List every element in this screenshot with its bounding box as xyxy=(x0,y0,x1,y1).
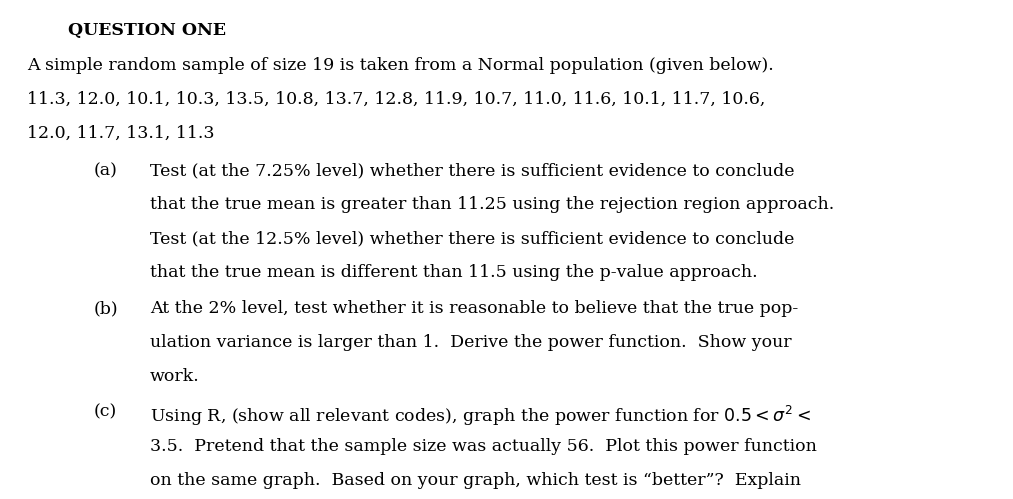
Text: Test (at the 7.25% level) whether there is sufficient evidence to conclude: Test (at the 7.25% level) whether there … xyxy=(150,162,794,179)
Text: 3.5.  Pretend that the sample size was actually 56.  Plot this power function: 3.5. Pretend that the sample size was ac… xyxy=(150,438,816,455)
Text: ulation variance is larger than 1.  Derive the power function.  Show your: ulation variance is larger than 1. Deriv… xyxy=(150,334,791,351)
Text: (c): (c) xyxy=(93,404,116,421)
Text: Using R, (show all relevant codes), graph the power function for $0.5 < \sigma^2: Using R, (show all relevant codes), grap… xyxy=(150,404,810,428)
Text: on the same graph.  Based on your graph, which test is “better”?  Explain: on the same graph. Based on your graph, … xyxy=(150,472,801,489)
Text: that the true mean is greater than 11.25 using the rejection region approach.: that the true mean is greater than 11.25… xyxy=(150,196,834,213)
Text: Test (at the 12.5% level) whether there is sufficient evidence to conclude: Test (at the 12.5% level) whether there … xyxy=(150,230,794,247)
Text: that the true mean is different than 11.5 using the p-value approach.: that the true mean is different than 11.… xyxy=(150,264,758,281)
Text: 12.0, 11.7, 13.1, 11.3: 12.0, 11.7, 13.1, 11.3 xyxy=(27,125,215,142)
Text: 11.3, 12.0, 10.1, 10.3, 13.5, 10.8, 13.7, 12.8, 11.9, 10.7, 11.0, 11.6, 10.1, 11: 11.3, 12.0, 10.1, 10.3, 13.5, 10.8, 13.7… xyxy=(27,91,766,108)
Text: (b): (b) xyxy=(93,300,118,317)
Text: A simple random sample of size 19 is taken from a Normal population (given below: A simple random sample of size 19 is tak… xyxy=(27,57,774,74)
Text: QUESTION ONE: QUESTION ONE xyxy=(68,22,226,39)
Text: (a): (a) xyxy=(93,162,118,179)
Text: At the 2% level, test whether it is reasonable to believe that the true pop-: At the 2% level, test whether it is reas… xyxy=(150,300,798,317)
Text: work.: work. xyxy=(150,368,200,385)
